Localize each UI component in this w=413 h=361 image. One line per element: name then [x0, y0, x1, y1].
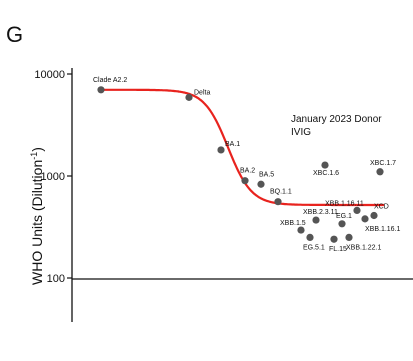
data-point [306, 233, 314, 242]
data-point [345, 233, 353, 242]
data-point-label: XBB.2.3.11 [303, 209, 338, 216]
data-point-label: EG.1 [336, 213, 352, 220]
data-point-label: XBB.1.22.1 [346, 244, 382, 251]
data-point [370, 211, 378, 220]
data-point [361, 215, 369, 223]
data-point-label: BA.1 [225, 141, 240, 148]
data-point [241, 177, 249, 185]
data-point [274, 198, 282, 206]
data-point-label: XBB.1.5 [280, 220, 306, 227]
data-point [312, 216, 320, 224]
data-point-label: BQ.1.1 [270, 189, 292, 196]
y-tick-label: 1000 [41, 171, 65, 183]
y-tick-label: 10000 [34, 69, 65, 81]
data-point [338, 220, 346, 228]
data-point-label: XBC.1.6 [313, 170, 339, 177]
data-point-label: EG.5.1 [303, 244, 325, 251]
data-point [185, 93, 193, 101]
y-ticks: 10000 1000 100 [34, 69, 72, 285]
data-point-label: Delta [194, 89, 210, 96]
y-axis-label-main: WHO Units (Dilution [29, 160, 45, 285]
data-point [97, 86, 105, 94]
y-axis-label-close: ) [29, 147, 45, 152]
data-point [321, 161, 329, 169]
data-point-label: BA.5 [259, 171, 274, 178]
panel-letter: G [6, 22, 23, 47]
data-points [97, 86, 384, 243]
data-point-label: XBB.1.16.11 [325, 200, 364, 207]
data-point-label: FL.15 [329, 246, 347, 253]
annotation-line-1: January 2023 Donor [291, 114, 382, 125]
data-point-labels: Clade A2.2 Delta BA.1 BA.2 BA.5 BQ.1.1 XBC.1.6… [93, 77, 401, 253]
y-tick-label: 100 [47, 273, 65, 285]
data-point [376, 168, 384, 176]
data-point-label: XCD [374, 203, 389, 210]
data-point [257, 180, 265, 188]
data-point [353, 206, 361, 214]
data-point [330, 235, 338, 243]
data-point-label: BA.2 [240, 168, 255, 175]
data-point [217, 146, 225, 154]
fit-curve [101, 88, 384, 207]
y-axis-label: WHO Units (Dilution-1) [29, 147, 45, 285]
y-axis-label-sup: -1 [29, 152, 39, 160]
data-point-label: XBB.1.16.1 [365, 226, 401, 233]
data-point-label: Clade A2.2 [93, 77, 127, 84]
data-point [297, 226, 305, 234]
data-point-label: XBC.1.7 [370, 160, 396, 167]
annotation-line-2: IVIG [291, 127, 311, 138]
